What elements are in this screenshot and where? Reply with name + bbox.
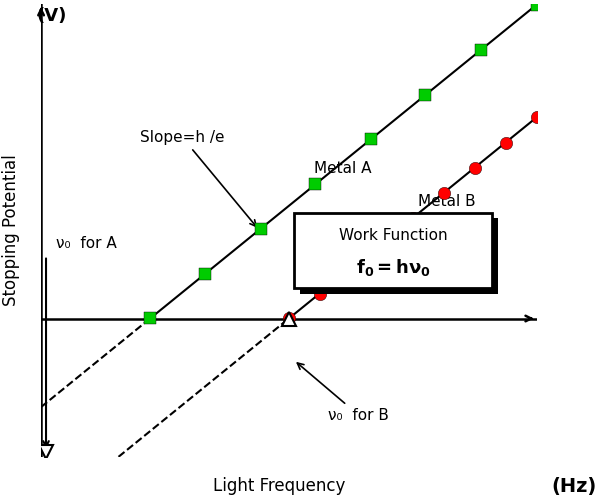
Point xyxy=(310,180,320,188)
Point xyxy=(346,264,355,272)
Text: ν₀  for A: ν₀ for A xyxy=(56,236,116,250)
Text: (V): (V) xyxy=(36,7,67,25)
Text: (Hz): (Hz) xyxy=(551,477,597,496)
Text: $\mathbf{f}_\mathbf{0}\mathbf{=h\nu_0}$: $\mathbf{f}_\mathbf{0}\mathbf{=h\nu_0}$ xyxy=(356,257,430,278)
Point xyxy=(284,314,294,322)
Point xyxy=(200,270,210,278)
Bar xyxy=(294,213,492,288)
Point xyxy=(377,239,386,247)
Point xyxy=(501,139,511,147)
Text: Stopping Potential: Stopping Potential xyxy=(2,155,20,306)
Point xyxy=(146,315,155,323)
Text: ν₀  for B: ν₀ for B xyxy=(298,363,389,423)
Bar xyxy=(300,218,498,294)
Point xyxy=(421,91,430,99)
Point xyxy=(408,214,418,222)
Text: Metal B: Metal B xyxy=(418,194,475,209)
Text: Work Function: Work Function xyxy=(338,228,447,243)
Point xyxy=(256,225,265,233)
Text: Metal A: Metal A xyxy=(314,161,371,175)
Point xyxy=(470,164,479,171)
Point xyxy=(532,0,541,8)
Point xyxy=(439,189,448,197)
Point xyxy=(366,135,376,143)
Text: Slope=h /e: Slope=h /e xyxy=(140,130,256,227)
Point xyxy=(532,113,541,121)
Point xyxy=(315,290,325,298)
Point xyxy=(476,46,486,54)
Text: Light Frequency: Light Frequency xyxy=(213,477,345,495)
